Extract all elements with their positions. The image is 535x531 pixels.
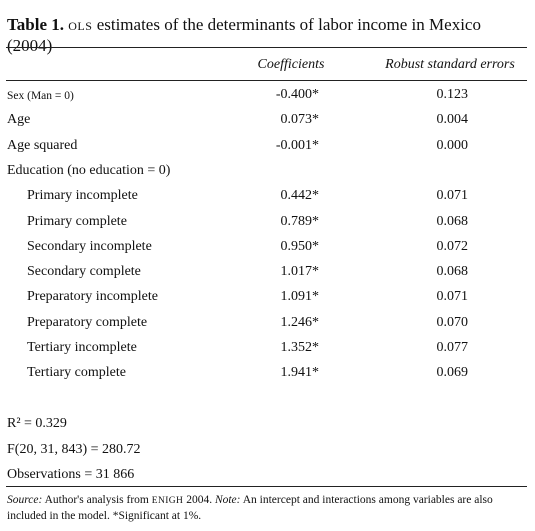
standard-error: 0.077 bbox=[436, 340, 469, 355]
row-label: Tertiary incomplete bbox=[27, 340, 137, 355]
column-header: Robust standard errors bbox=[385, 57, 515, 72]
row-label: Primary incomplete bbox=[27, 188, 138, 203]
note-text: An intercept and interactions among vari… bbox=[7, 494, 493, 522]
row-label: Age squared bbox=[7, 138, 78, 153]
coefficient: -0.001* bbox=[275, 138, 319, 153]
standard-error: 0.071 bbox=[436, 289, 469, 304]
standard-error: 0.072 bbox=[436, 239, 469, 254]
coefficient: 0.073* bbox=[280, 112, 320, 127]
source-label: Source: bbox=[7, 494, 43, 506]
coefficient: 0.950* bbox=[280, 239, 320, 254]
title-text: estimates of the determinants of labor i… bbox=[7, 15, 481, 55]
coefficient: 1.091* bbox=[280, 289, 320, 304]
coefficient: 0.442* bbox=[280, 188, 320, 203]
row-label: Education (no education = 0) bbox=[7, 163, 171, 178]
standard-error: 0.071 bbox=[436, 188, 469, 203]
statistic: Observations = 31 866 bbox=[7, 467, 135, 482]
row-label: Age bbox=[7, 112, 31, 127]
statistic: R² = 0.329 bbox=[7, 416, 67, 431]
row-label: Sex (Man = 0) bbox=[7, 90, 74, 102]
table-title: Table 1. OLS estimates of the determinan… bbox=[7, 15, 529, 55]
title-abbr: OLS bbox=[68, 19, 93, 33]
row-label: Primary complete bbox=[27, 214, 127, 229]
row-label: Preparatory complete bbox=[27, 315, 148, 330]
standard-error: 0.069 bbox=[436, 365, 469, 380]
top-rule bbox=[6, 47, 527, 48]
header-rule bbox=[6, 80, 527, 81]
source-year: 2004. bbox=[183, 494, 215, 506]
source-text: Author's analysis from bbox=[42, 494, 152, 506]
standard-error: 0.068 bbox=[436, 214, 469, 229]
statistic: F(20, 31, 843) = 280.72 bbox=[7, 442, 141, 457]
row-label: Tertiary complete bbox=[27, 365, 126, 380]
row-label: Secondary complete bbox=[27, 264, 141, 279]
column-header: Coefficients bbox=[257, 57, 325, 72]
row-label: Preparatory incomplete bbox=[27, 289, 159, 304]
coefficient: 1.352* bbox=[280, 340, 320, 355]
standard-error: 0.004 bbox=[436, 112, 469, 127]
note-label: Note: bbox=[214, 494, 241, 506]
coefficient: 1.246* bbox=[280, 315, 320, 330]
standard-error: 0.070 bbox=[436, 315, 469, 330]
coefficient: 1.017* bbox=[280, 264, 320, 279]
standard-error: 0.068 bbox=[436, 264, 469, 279]
title-label: Table 1. bbox=[7, 15, 65, 34]
table-note: Source: Author's analysis from ENIGH 200… bbox=[7, 493, 529, 524]
coefficient: 1.941* bbox=[280, 365, 320, 380]
standard-error: 0.000 bbox=[436, 138, 469, 153]
standard-error: 0.123 bbox=[436, 87, 469, 102]
coefficient: 0.789* bbox=[280, 214, 320, 229]
coefficient: -0.400* bbox=[275, 87, 319, 102]
source-abbr: ENIGH bbox=[151, 496, 184, 506]
bottom-rule bbox=[6, 486, 527, 487]
row-label: Secondary incomplete bbox=[27, 239, 152, 254]
